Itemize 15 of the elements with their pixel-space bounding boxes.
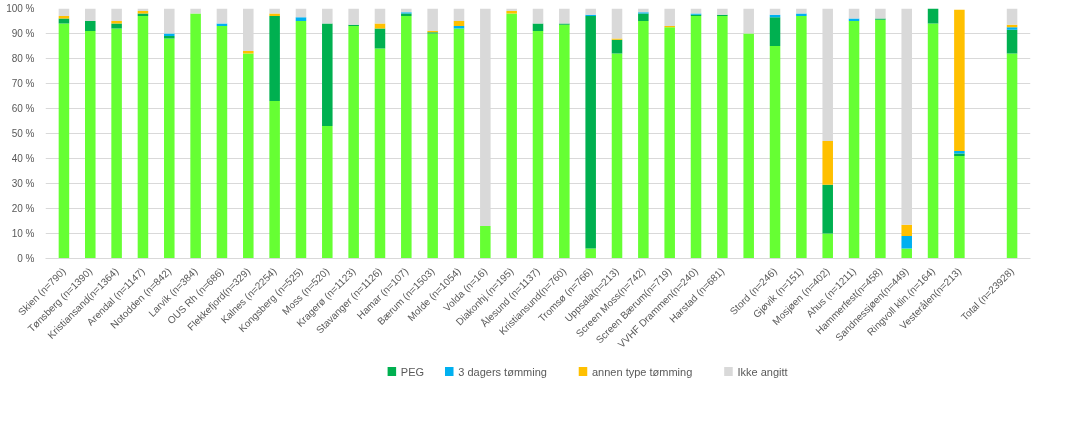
y-tick-label: 20 %	[11, 203, 35, 214]
y-tick-label: 60 %	[11, 103, 35, 114]
legend-label: 3 dagers tømming	[458, 365, 547, 378]
y-tick-label: 10 %	[11, 228, 35, 239]
y-tick-label: 80 %	[11, 53, 35, 64]
y-tick-label: 0 %	[17, 253, 35, 264]
y-tick-label: 30 %	[11, 178, 35, 189]
legend-label: annen type tømming	[591, 365, 693, 378]
y-tick-label: 50 %	[11, 128, 35, 139]
y-tick-label: 90 %	[11, 28, 35, 39]
y-tick-label: 100 %	[6, 3, 35, 14]
y-tick-label: 70 %	[11, 78, 35, 89]
legend-label: Ikke angitt	[737, 365, 788, 378]
y-tick-label: 40 %	[11, 153, 35, 164]
legend-label: PEG	[400, 365, 425, 378]
